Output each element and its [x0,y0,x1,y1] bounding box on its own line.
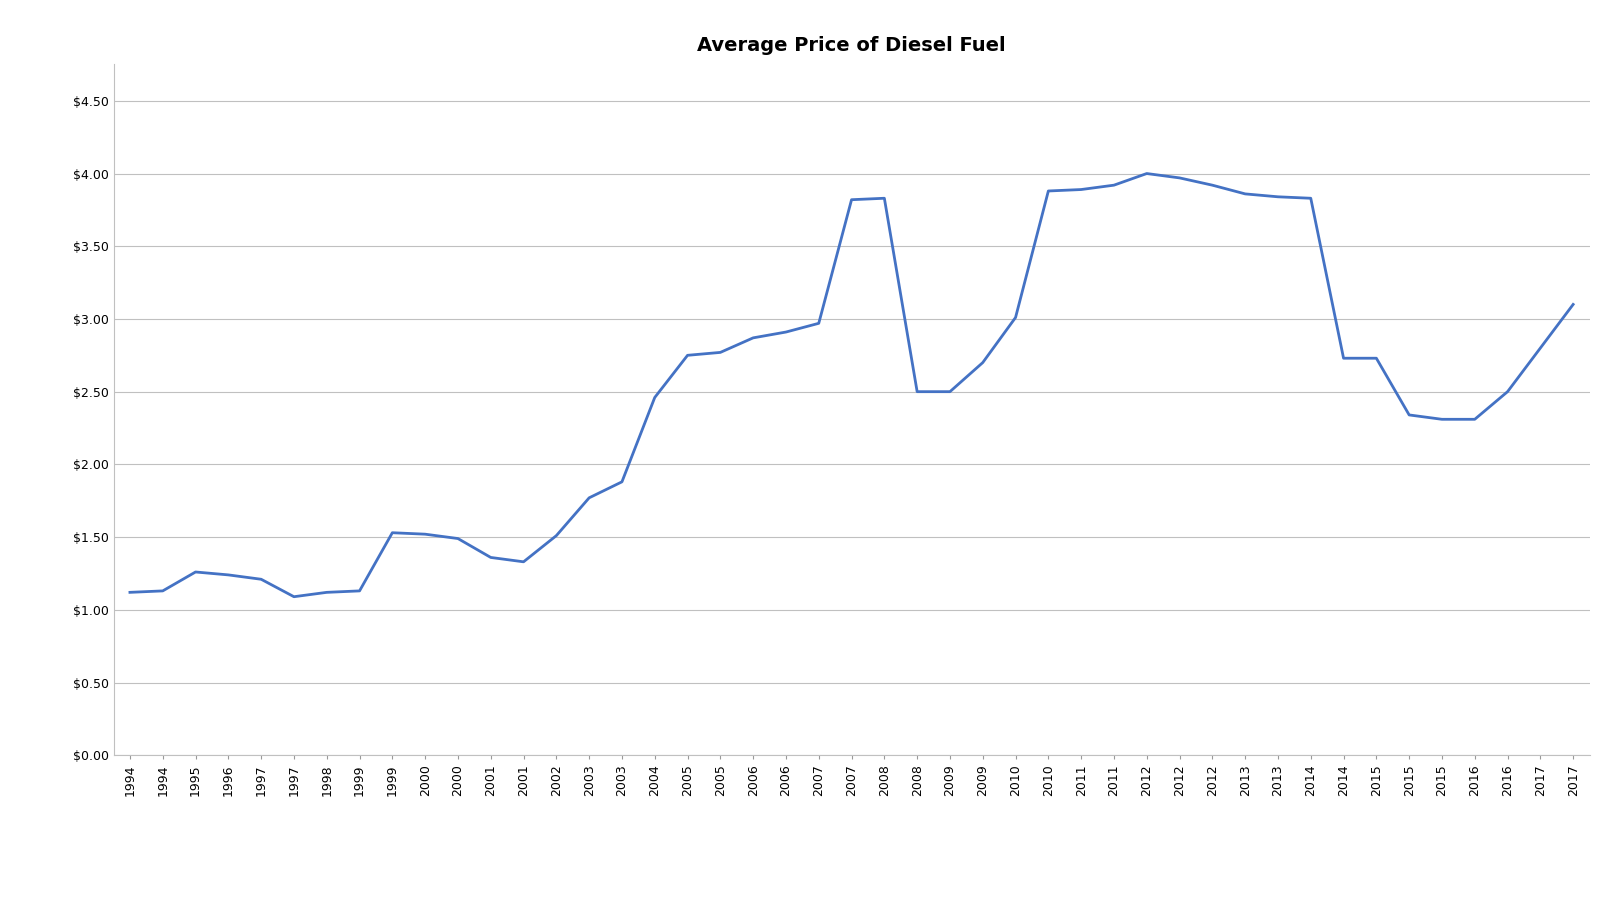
Title: Average Price of Diesel Fuel: Average Price of Diesel Fuel [697,36,1006,54]
